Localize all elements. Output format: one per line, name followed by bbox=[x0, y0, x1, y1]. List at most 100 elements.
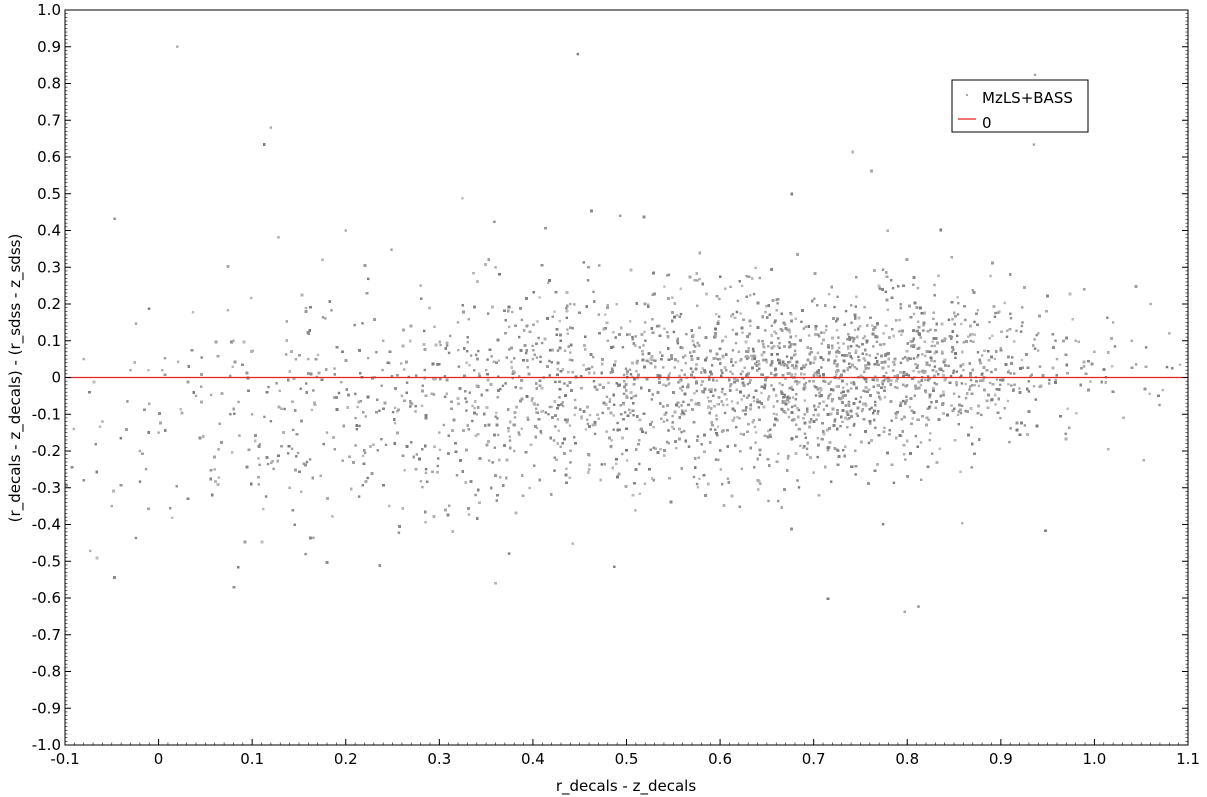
scatter-point bbox=[614, 360, 617, 363]
scatter-point bbox=[804, 381, 808, 385]
scatter-point bbox=[841, 420, 844, 423]
scatter-point bbox=[724, 287, 727, 290]
scatter-point bbox=[650, 398, 653, 401]
scatter-point bbox=[916, 364, 919, 367]
scatter-point bbox=[582, 364, 585, 367]
scatter-point bbox=[607, 381, 610, 385]
scatter-point bbox=[353, 323, 356, 327]
scatter-point bbox=[495, 411, 498, 415]
scatter-point bbox=[753, 425, 757, 429]
scatter-point bbox=[848, 336, 851, 339]
scatter-point bbox=[968, 388, 971, 391]
scatter-point bbox=[231, 365, 234, 369]
scatter-point bbox=[876, 352, 879, 356]
scatter-point bbox=[922, 329, 925, 332]
scatter-point bbox=[895, 319, 898, 322]
scatter-point bbox=[894, 386, 897, 389]
scatter-point bbox=[881, 523, 885, 526]
scatter-point bbox=[455, 474, 459, 477]
scatter-point bbox=[1033, 338, 1036, 341]
scatter-point bbox=[163, 357, 167, 360]
scatter-point bbox=[933, 381, 936, 385]
scatter-point bbox=[491, 461, 494, 464]
scatter-point bbox=[277, 236, 280, 239]
scatter-point bbox=[778, 342, 781, 345]
scatter-point bbox=[815, 418, 818, 421]
scatter-point bbox=[517, 431, 520, 434]
scatter-point bbox=[790, 373, 794, 376]
scatter-point bbox=[828, 352, 831, 356]
scatter-point bbox=[787, 401, 791, 404]
scatter-point bbox=[746, 382, 750, 386]
scatter-point bbox=[257, 457, 260, 460]
scatter-point bbox=[237, 400, 240, 404]
scatter-point bbox=[844, 404, 847, 407]
scatter-point bbox=[233, 412, 236, 415]
scatter-point bbox=[964, 409, 967, 413]
scatter-point bbox=[776, 400, 779, 403]
scatter-point bbox=[930, 401, 933, 404]
scatter-point bbox=[439, 378, 442, 381]
scatter-point bbox=[742, 394, 746, 398]
scatter-point bbox=[367, 356, 370, 360]
scatter-point bbox=[805, 447, 809, 450]
scatter-point bbox=[862, 389, 865, 392]
scatter-point bbox=[671, 421, 674, 424]
scatter-point bbox=[956, 413, 960, 416]
scatter-point bbox=[1048, 382, 1051, 385]
scatter-point bbox=[957, 423, 960, 426]
scatter-point bbox=[720, 390, 724, 394]
scatter-point bbox=[508, 348, 511, 351]
scatter-point bbox=[977, 384, 981, 388]
scatter-point bbox=[643, 482, 647, 485]
scatter-point bbox=[754, 266, 757, 270]
scatter-point bbox=[950, 404, 953, 407]
scatter-point bbox=[415, 453, 418, 456]
scatter-point bbox=[632, 395, 635, 398]
scatter-point bbox=[573, 398, 577, 402]
scatter-point bbox=[447, 351, 451, 355]
scatter-point bbox=[874, 426, 877, 429]
scatter-point bbox=[667, 273, 671, 276]
scatter-point bbox=[496, 417, 499, 420]
scatter-point bbox=[836, 295, 839, 298]
scatter-point bbox=[296, 451, 300, 455]
scatter-point bbox=[331, 515, 334, 518]
scatter-point bbox=[865, 380, 868, 384]
scatter-point bbox=[810, 418, 813, 421]
scatter-point bbox=[1023, 424, 1027, 427]
scatter-point bbox=[1134, 363, 1138, 366]
scatter-point bbox=[568, 358, 572, 361]
scatter-point bbox=[700, 443, 703, 446]
scatter-point bbox=[285, 353, 288, 356]
scatter-point bbox=[956, 296, 959, 299]
scatter-point bbox=[867, 441, 871, 445]
scatter-point bbox=[959, 411, 963, 415]
scatter-point bbox=[947, 318, 951, 321]
scatter-point bbox=[356, 405, 359, 409]
scatter-point bbox=[710, 364, 714, 367]
scatter-point bbox=[1033, 347, 1037, 350]
scatter-point bbox=[663, 327, 666, 330]
scatter-point bbox=[680, 430, 683, 434]
scatter-point bbox=[567, 371, 570, 374]
scatter-point bbox=[883, 386, 886, 389]
scatter-point bbox=[1003, 301, 1006, 305]
scatter-point bbox=[696, 435, 699, 438]
scatter-point bbox=[490, 355, 493, 358]
scatter-point bbox=[706, 396, 710, 399]
scatter-point bbox=[535, 426, 539, 430]
scatter-point bbox=[513, 371, 517, 374]
scatter-point bbox=[258, 443, 261, 446]
scatter-point bbox=[813, 297, 816, 300]
scatter-point bbox=[835, 355, 838, 358]
scatter-point bbox=[956, 313, 960, 316]
scatter-point bbox=[361, 454, 365, 457]
scatter-point bbox=[569, 351, 572, 354]
scatter-point bbox=[229, 374, 232, 378]
scatter-point bbox=[847, 333, 850, 336]
scatter-point bbox=[1089, 380, 1092, 383]
scatter-point bbox=[734, 341, 738, 345]
scatter-point bbox=[513, 357, 516, 360]
scatter-point bbox=[1066, 407, 1069, 410]
